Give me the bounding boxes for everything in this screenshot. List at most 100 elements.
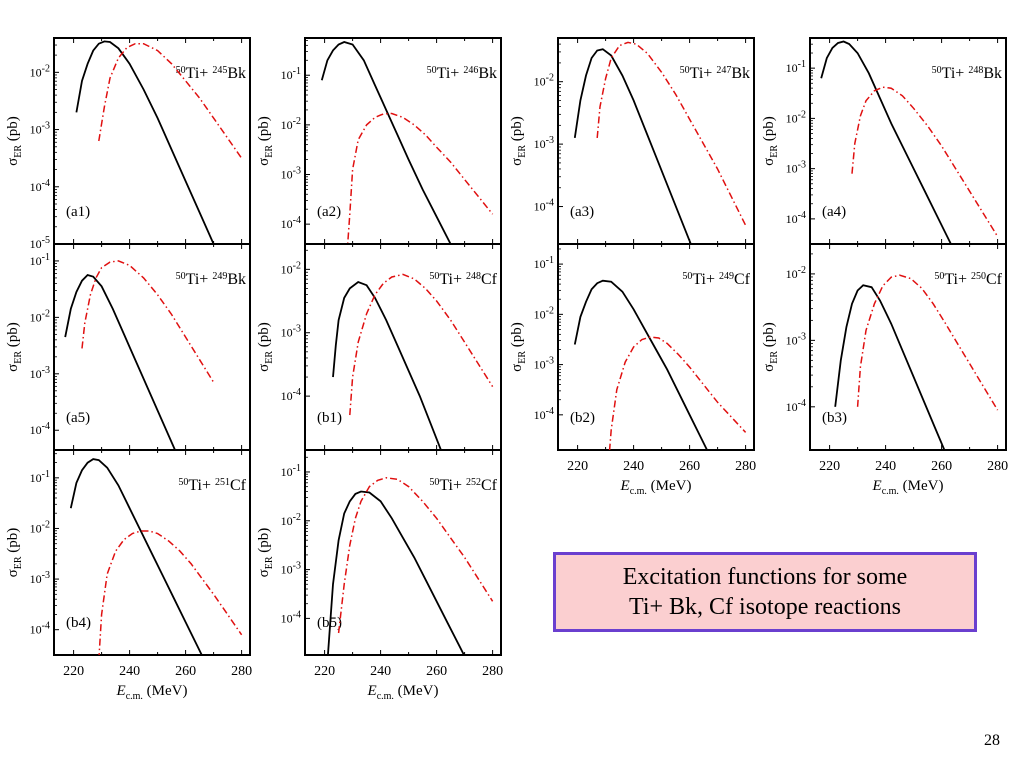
x-tick-label: 280 xyxy=(735,459,756,474)
panel-label: (a5) xyxy=(66,410,90,426)
panel-label: (a4) xyxy=(822,204,846,220)
y-axis-label: σER (pb) xyxy=(256,116,275,166)
solid-curve xyxy=(834,284,946,450)
panel-a2: 10-1 10-2 10-3 10-4 σER (pb) 50Ti+ 246Bk (a2) xyxy=(256,37,502,245)
panel-label: (b2) xyxy=(570,410,595,426)
solid-curve xyxy=(573,279,709,450)
panel-label: (a1) xyxy=(66,204,90,220)
x-tick-label: 240 xyxy=(370,664,391,679)
y-axis-label: σER (pb) xyxy=(5,322,24,372)
y-tick-label: 10-3 xyxy=(30,120,50,137)
y-tick-label: 10-2 xyxy=(281,260,301,277)
x-tick-label: 280 xyxy=(482,664,503,679)
dash-dot-curve xyxy=(851,86,999,237)
y-tick-label: 10-3 xyxy=(30,570,50,587)
y-tick-label: 10-2 xyxy=(30,308,50,325)
panel-label: (a3) xyxy=(570,204,594,220)
y-tick-label: 10-4 xyxy=(534,197,554,214)
solid-curve xyxy=(573,48,692,244)
y-tick-label: 10-2 xyxy=(30,63,50,80)
panel-label: (b3) xyxy=(822,410,847,426)
panel-b2: 10-1 10-2 10-3 10-4 220 240 260 280 Ec.m. (MeV) σ… xyxy=(509,243,756,497)
y-tick-label: 10-3 xyxy=(786,331,806,348)
y-tick-label: 10-2 xyxy=(281,115,301,132)
y-axis-label: σER (pb) xyxy=(256,322,275,372)
panel-b1: 10-2 10-3 10-4 σER (pb) 50Ti+ 248Cf (b1) xyxy=(256,243,502,451)
panel-a4: 10-1 10-2 10-3 10-4 σER (pb) 50Ti+ 248Bk (a4) xyxy=(761,37,1007,245)
x-tick-label: 220 xyxy=(63,664,84,679)
x-tick-label: 260 xyxy=(175,664,196,679)
y-tick-label: 10-4 xyxy=(786,397,806,414)
dash-dot-curve xyxy=(346,112,494,244)
reaction-label: 50Ti+ 248Cf xyxy=(429,271,497,289)
x-tick-label: 240 xyxy=(875,459,896,474)
y-tick-label: 10-3 xyxy=(281,323,301,340)
panel-frame xyxy=(304,449,502,656)
y-tick-label: 10-3 xyxy=(281,165,301,182)
reaction-label: 50Ti+ 248Bk xyxy=(932,65,1002,83)
y-tick-label: 10-2 xyxy=(534,72,554,89)
y-tick-label: 10-2 xyxy=(786,264,806,281)
x-axis-label: Ec.m. (MeV) xyxy=(116,683,188,702)
x-tick-label: 280 xyxy=(987,459,1008,474)
panel-frame xyxy=(557,243,755,451)
reaction-label: 50Ti+ 249Cf xyxy=(682,271,750,289)
x-tick-label: 260 xyxy=(931,459,952,474)
x-tick-label: 220 xyxy=(567,459,588,474)
y-tick-label: 10-4 xyxy=(30,620,50,637)
y-axis-label: σER (pb) xyxy=(761,322,780,372)
y-tick-label: 10-3 xyxy=(281,560,301,577)
reaction-label: 50Ti+ 250Cf xyxy=(934,271,1002,289)
solid-curve xyxy=(327,490,465,655)
dash-dot-curve xyxy=(98,530,243,655)
y-tick-label: 10-4 xyxy=(534,405,554,422)
x-tick-label: 240 xyxy=(623,459,644,474)
x-tick-label: 220 xyxy=(819,459,840,474)
solid-curve xyxy=(820,40,952,244)
reaction-label: 50Ti+ 246Bk xyxy=(427,65,497,83)
y-axis-label: σER (pb) xyxy=(509,116,528,166)
x-tick-label: 260 xyxy=(679,459,700,474)
x-axis-label: Ec.m. (MeV) xyxy=(620,478,692,497)
dash-dot-curve xyxy=(337,477,494,634)
y-tick-label: 10-4 xyxy=(30,177,50,194)
y-tick-label: 10-1 xyxy=(281,66,301,83)
y-tick-label: 10-1 xyxy=(534,255,554,272)
dash-dot-curve xyxy=(98,42,243,159)
reaction-label: 50Ti+ 249Bk xyxy=(176,271,246,289)
x-tick-label: 220 xyxy=(314,664,335,679)
y-axis-label: σER (pb) xyxy=(5,528,24,578)
x-axis-label: Ec.m. (MeV) xyxy=(367,683,439,702)
dash-dot-curve xyxy=(856,274,999,411)
reaction-label: 50Ti+ 245Bk xyxy=(176,65,246,83)
y-tick-label: 10-2 xyxy=(786,109,806,126)
y-tick-label: 10-1 xyxy=(786,59,806,76)
panel-a1: 10-2 10-3 10-4 10-5 σER (pb) 50Ti+ 245Bk (a1) xyxy=(5,37,251,251)
panel-frame xyxy=(53,449,251,656)
dash-dot-curve xyxy=(81,260,215,383)
y-tick-label: 10-2 xyxy=(30,519,50,536)
panel-b3: 10-2 10-3 10-4 220 240 260 280 Ec.m. (MeV) σER (… xyxy=(761,243,1008,497)
y-tick-label: 10-3 xyxy=(534,135,554,152)
y-axis-label: σER (pb) xyxy=(256,528,275,578)
y-tick-label: 10-1 xyxy=(30,251,50,268)
panel-label: (b4) xyxy=(66,615,91,631)
solid-curve xyxy=(69,458,203,655)
dash-dot-curve xyxy=(349,273,494,416)
dash-dot-curve xyxy=(608,336,747,450)
y-tick-label: 10-4 xyxy=(786,209,806,226)
x-tick-label: 240 xyxy=(119,664,140,679)
y-tick-label: 10-2 xyxy=(534,305,554,322)
x-axis-label: Ec.m. (MeV) xyxy=(872,478,944,497)
y-tick-label: 10-3 xyxy=(786,159,806,176)
caption-box: Excitation functions for some Ti+ Bk, Cf… xyxy=(553,552,977,632)
y-tick-label: 10-1 xyxy=(281,462,301,479)
x-tick-label: 260 xyxy=(426,664,447,679)
panel-label: (b1) xyxy=(317,410,342,426)
y-axis-label: σER (pb) xyxy=(761,116,780,166)
panel-b5: 10-1 10-2 10-3 10-4 220 240 260 280 Ec.m. (MeV) σ… xyxy=(256,449,503,702)
y-tick-label: 10-3 xyxy=(30,364,50,381)
panel-label: (a2) xyxy=(317,204,341,220)
page-number: 28 xyxy=(984,732,1000,749)
